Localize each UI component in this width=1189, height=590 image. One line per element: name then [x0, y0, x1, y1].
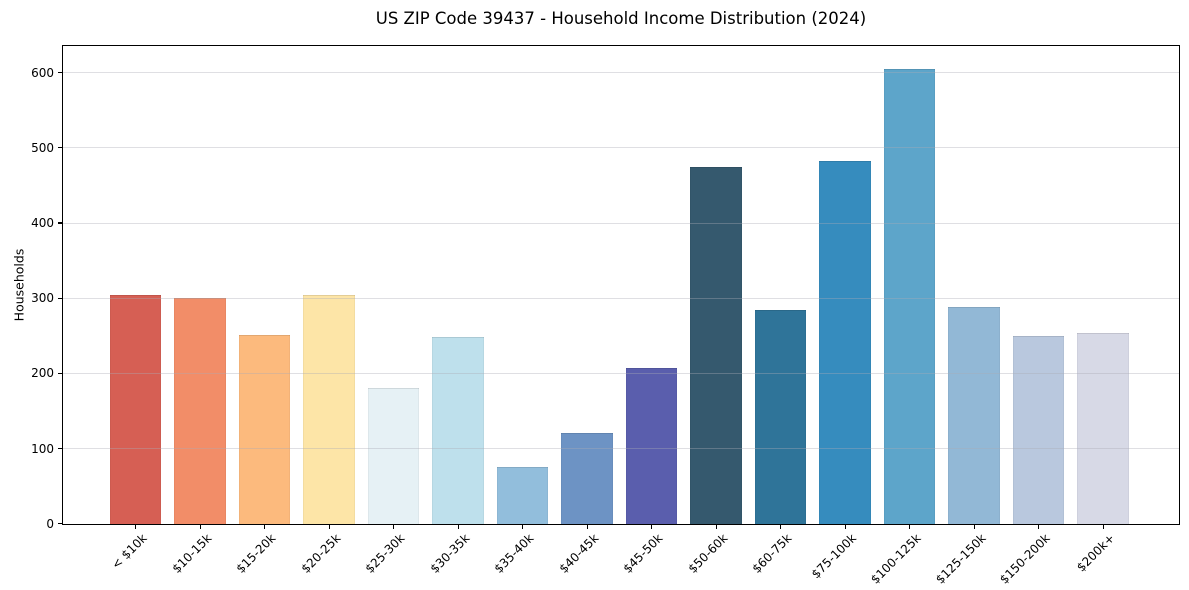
x-tick-mark: [393, 525, 395, 529]
gridline: [63, 448, 1179, 450]
y-axis-label: Households: [11, 248, 27, 322]
gridline: [63, 72, 1179, 74]
x-tick-mark: [973, 525, 975, 529]
bar: [819, 160, 871, 524]
y-tick-mark: [58, 523, 62, 525]
bar: [367, 387, 420, 524]
chart-title: US ZIP Code 39437 - Household Income Dis…: [375, 9, 867, 28]
plot-area: [62, 45, 1180, 525]
x-tick-mark: [909, 525, 911, 529]
x-tick-mark: [522, 525, 524, 529]
x-tick-mark: [264, 525, 266, 529]
x-tick-mark: [586, 525, 588, 529]
bar: [561, 433, 613, 524]
y-tick-mark: [58, 71, 62, 74]
bar: [303, 294, 355, 524]
y-tick-label: 200: [31, 366, 54, 381]
x-tick-mark: [715, 525, 717, 529]
y-tick-mark: [58, 447, 62, 450]
gridline: [63, 297, 1179, 299]
bar: [238, 335, 291, 524]
x-tick-mark: [135, 525, 137, 529]
x-tick-mark: [199, 525, 201, 529]
bar: [432, 336, 484, 524]
gridline: [63, 373, 1179, 375]
bar: [690, 166, 742, 524]
bar: [948, 306, 1000, 524]
y-tick-label: 300: [31, 291, 54, 306]
y-tick-mark: [58, 222, 62, 224]
bar: [109, 295, 162, 524]
gridline: [63, 147, 1179, 149]
x-tick-mark: [1038, 525, 1040, 529]
x-tick-mark: [1102, 525, 1104, 529]
bar: [174, 297, 226, 524]
y-tick-label: 400: [31, 215, 54, 230]
bar: [754, 309, 807, 524]
y-tick-label: 500: [31, 140, 54, 155]
x-tick-mark: [457, 525, 459, 529]
x-tick-mark: [780, 525, 782, 529]
y-tick-label: 100: [31, 441, 54, 456]
y-tick-label: 0: [46, 516, 54, 531]
x-tick-mark: [328, 525, 330, 529]
bar: [625, 368, 678, 524]
gridline: [63, 222, 1179, 224]
y-tick-label: 600: [31, 65, 54, 80]
x-tick-mark: [651, 525, 653, 529]
x-tick-mark: [844, 525, 846, 529]
y-tick-mark: [58, 297, 62, 299]
bar: [496, 466, 549, 524]
bar: [1012, 335, 1065, 524]
y-tick-mark: [58, 147, 62, 149]
bar: [1077, 332, 1129, 524]
bar: [883, 68, 936, 524]
y-tick-mark: [58, 372, 62, 374]
